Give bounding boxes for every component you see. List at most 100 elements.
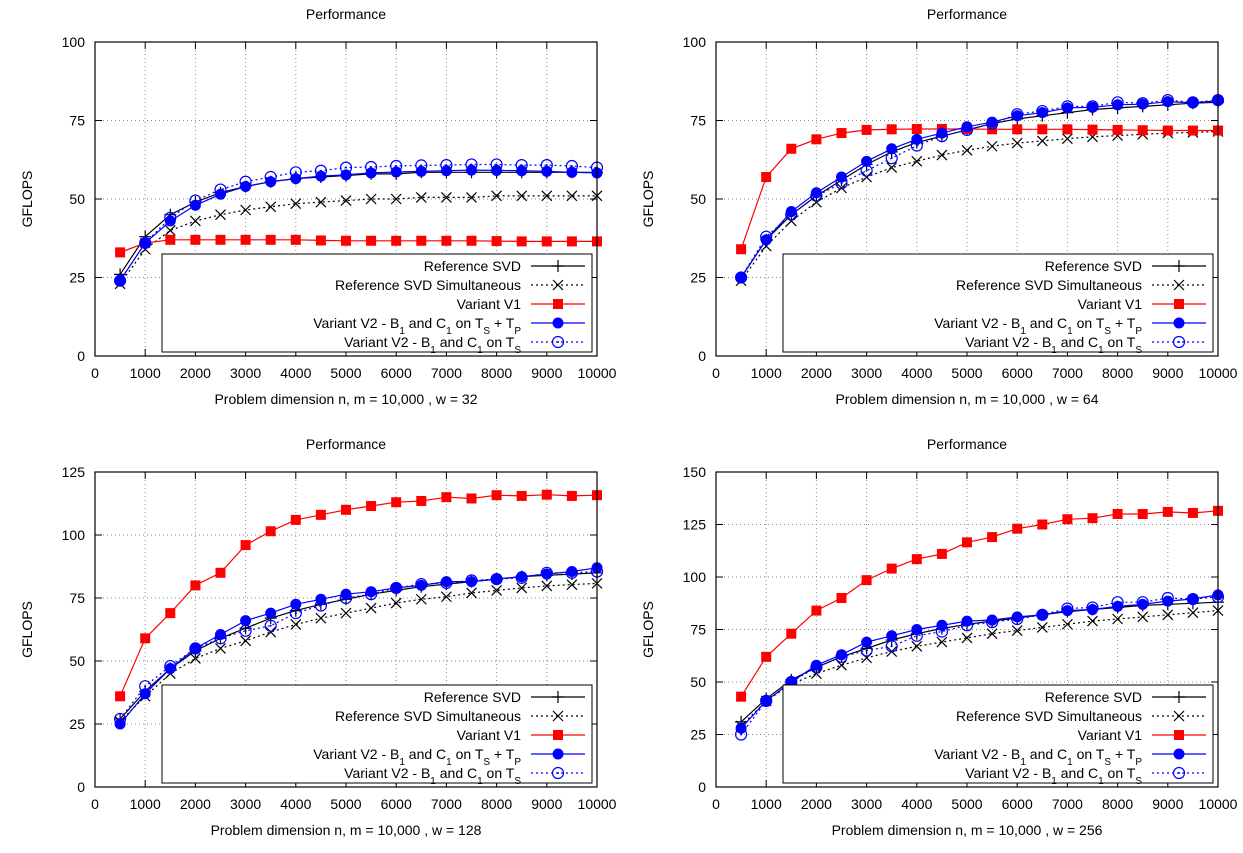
data-point-center [915,634,918,637]
data-point [1036,608,1049,621]
data-point [164,215,176,227]
data-point [541,489,552,500]
data-point [164,224,176,236]
legend-marker [1173,317,1185,329]
y-tick-label: 100 [683,34,707,50]
data-point [785,206,797,218]
legend-marker [1173,710,1185,722]
data-point [861,155,873,167]
legend-box [782,684,1214,784]
legend-label-1: Reference SVD [424,689,521,705]
x-tick-label: 3000 [851,365,882,381]
data-point [190,234,201,245]
data-point [391,497,402,508]
legend-marker [553,299,563,309]
data-point [1061,100,1074,113]
data-point [736,244,747,255]
data-point [265,626,277,638]
data-point [810,196,822,208]
legend-marker [553,730,563,740]
legend: Reference SVD Reference SVD Simultaneous V… [782,253,1214,356]
x-tick-label: 7000 [431,796,462,812]
legend-marker-center [557,772,559,774]
data-point [164,211,177,224]
data-point [1011,625,1023,636]
series-3 [736,123,1223,255]
data-point [441,492,452,503]
data-point [761,651,772,662]
legend-label-4: Variant V2 - B1 and C1 on TS + TP [313,315,521,337]
data-point-center [991,621,994,624]
data-point [1062,514,1073,525]
data-point [440,192,452,203]
data-point [565,159,579,173]
data-point [1036,135,1048,147]
data-point [139,680,152,693]
x-tick-label: 6000 [1002,365,1033,381]
data-point [189,194,202,207]
data-point [811,605,822,616]
data-point [936,636,948,648]
data-point-center [1091,606,1094,609]
x-tick-label: 10000 [1199,796,1238,812]
data-point [490,572,503,586]
legend-label-3: Variant V1 [457,727,522,743]
data-point-center [395,165,398,168]
legend-label-2: Reference SVD Simultaneous [956,277,1142,293]
data-point-center [765,699,768,702]
data-point [540,158,553,172]
data-point [239,175,252,188]
data-point [1061,602,1074,615]
data-point [265,176,277,188]
data-point [465,158,478,171]
y-tick-label: 0 [698,779,706,795]
data-point-center [169,665,172,668]
data-point [736,691,747,702]
data-point [215,209,226,221]
x-tick-label: 0 [712,796,720,812]
chart-title: Performance [927,6,1007,22]
data-point [886,563,897,574]
chart-panel-3: 0 1000 2000 3000 4000 5000 6000 7000 8000 9000 100… [19,436,617,838]
legend-marker [1173,279,1185,291]
data-point [1162,609,1174,621]
data-point [265,201,277,213]
data-point-center [570,571,573,574]
data-point-center [319,169,322,172]
legend-label-2: Reference SVD Simultaneous [956,708,1142,724]
data-point-center [790,213,793,216]
legend-label-3: Variant V1 [457,296,522,312]
data-point [541,236,552,247]
data-point-center [219,637,222,640]
data-point [416,235,427,246]
legend-marker [1173,748,1185,760]
data-point [987,532,998,543]
data-point-center [370,165,373,168]
data-point [189,199,201,211]
data-point [911,554,922,565]
data-point [936,619,948,631]
x-tick-label: 0 [91,796,99,812]
data-point [315,509,326,520]
data-point [315,235,326,246]
y-tick-label: 25 [69,716,85,732]
data-point [240,180,252,192]
legend-marker [552,748,564,760]
x-tick-label: 1000 [130,796,161,812]
data-point [264,170,277,184]
y-tick-label: 50 [69,653,85,669]
data-point-center [520,164,523,167]
data-point [910,139,923,152]
y-axis-label: GFLOPS [19,171,35,228]
data-point [466,192,477,203]
legend-marker [552,691,564,703]
data-point [415,593,427,605]
data-point [239,624,252,637]
data-point [566,190,578,202]
data-point [290,514,301,525]
data-point [491,585,503,596]
data-point [264,619,277,632]
data-point-center [219,188,222,191]
series-line [119,163,598,281]
data-point-center [370,593,373,596]
